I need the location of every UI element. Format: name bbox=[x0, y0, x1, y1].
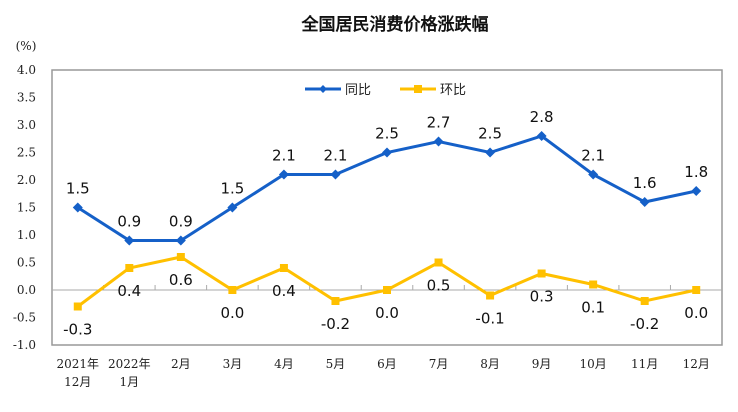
y-tick-label: -0.5 bbox=[13, 311, 36, 325]
data-label: -0.2 bbox=[630, 315, 659, 333]
y-tick-label: 2.5 bbox=[17, 146, 36, 160]
data-point-marker bbox=[124, 235, 135, 246]
legend-label: 环比 bbox=[440, 83, 466, 98]
plot-area bbox=[51, 69, 723, 346]
legend-label: 同比 bbox=[345, 83, 371, 98]
data-label: 0.0 bbox=[684, 304, 708, 322]
y-tick-label: 3.0 bbox=[17, 118, 36, 132]
data-point-marker bbox=[382, 147, 392, 158]
data-point-marker bbox=[331, 297, 340, 305]
data-point-marker bbox=[588, 169, 599, 180]
x-tick-label: 6月 bbox=[377, 357, 397, 371]
data-point-marker bbox=[279, 264, 288, 272]
data-point-marker bbox=[433, 136, 444, 147]
data-label: 1.8 bbox=[684, 163, 708, 181]
x-tick-label: 5月 bbox=[326, 357, 346, 371]
x-tick-label: 3月 bbox=[223, 357, 243, 371]
x-tick-label: 12月 bbox=[64, 375, 91, 389]
data-label: 1.6 bbox=[633, 174, 657, 192]
chart-title: 全国居民消费价格涨跌幅 bbox=[301, 14, 489, 35]
data-point-marker bbox=[485, 147, 496, 158]
data-point-marker bbox=[639, 197, 650, 207]
data-point-marker bbox=[434, 258, 443, 267]
x-tick-label: 8月 bbox=[480, 357, 500, 371]
data-label: 0.0 bbox=[375, 304, 399, 322]
x-tick-label: 2022年 bbox=[108, 357, 151, 371]
data-label: 0.9 bbox=[117, 213, 141, 231]
data-point-marker bbox=[72, 202, 83, 213]
data-point-marker bbox=[589, 280, 598, 289]
y-tick-label: 4.0 bbox=[17, 63, 36, 77]
data-point-marker bbox=[640, 297, 649, 305]
legend-marker bbox=[319, 85, 327, 93]
data-label: 1.5 bbox=[220, 180, 244, 198]
y-tick-label: 0.0 bbox=[17, 283, 36, 297]
data-label: 2.5 bbox=[375, 125, 399, 143]
x-tick-label: 1月 bbox=[119, 375, 139, 389]
y-tick-label: 1.5 bbox=[17, 201, 36, 215]
x-tick-label: 2月 bbox=[171, 357, 191, 371]
data-label: -0.2 bbox=[321, 315, 350, 333]
data-label: 0.9 bbox=[169, 213, 193, 231]
data-label: 0.4 bbox=[272, 282, 296, 300]
data-label: 2.5 bbox=[478, 125, 502, 143]
data-label: 2.8 bbox=[530, 108, 554, 126]
data-point-marker bbox=[536, 131, 547, 141]
data-label: 0.6 bbox=[169, 271, 193, 289]
data-label: -0.1 bbox=[475, 310, 504, 328]
y-tick-label: 0.5 bbox=[17, 256, 36, 270]
data-point-marker bbox=[486, 291, 495, 300]
y-tick-label: 1.0 bbox=[17, 228, 36, 242]
data-label: 0.0 bbox=[220, 304, 244, 322]
data-label: 0.1 bbox=[581, 299, 605, 317]
data-point-marker bbox=[227, 202, 238, 213]
data-point-marker bbox=[278, 169, 289, 180]
data-point-marker bbox=[691, 186, 702, 196]
data-label: 0.3 bbox=[530, 288, 554, 306]
x-tick-label: 9月 bbox=[532, 357, 552, 371]
x-tick-label: 7月 bbox=[429, 357, 449, 371]
data-point-marker bbox=[330, 169, 341, 180]
x-tick-label: 10月 bbox=[580, 357, 607, 371]
y-tick-label: 2.0 bbox=[17, 173, 36, 187]
y-axis-unit: (%) bbox=[16, 39, 37, 53]
x-tick-label: 12月 bbox=[683, 357, 710, 371]
data-label: 0.5 bbox=[427, 277, 451, 295]
data-point-marker bbox=[228, 286, 237, 294]
data-point-marker bbox=[125, 264, 134, 272]
data-label: 2.1 bbox=[581, 147, 605, 165]
data-point-marker bbox=[176, 253, 185, 261]
data-label: -0.3 bbox=[63, 321, 92, 339]
x-tick-label: 11月 bbox=[631, 357, 658, 371]
data-label: 2.7 bbox=[427, 114, 451, 132]
x-tick-label: 2021年 bbox=[56, 357, 99, 371]
data-label: 1.5 bbox=[66, 180, 90, 198]
legend-marker bbox=[414, 85, 422, 93]
y-tick-label: -1.0 bbox=[13, 338, 36, 352]
data-point-marker bbox=[692, 286, 701, 294]
data-point-marker bbox=[383, 286, 391, 294]
data-label: 2.1 bbox=[272, 147, 296, 165]
data-point-marker bbox=[73, 302, 82, 311]
data-point-marker bbox=[537, 269, 546, 278]
x-tick-label: 4月 bbox=[274, 357, 294, 371]
data-label: 2.1 bbox=[324, 147, 348, 165]
y-tick-label: 3.5 bbox=[17, 91, 36, 105]
data-label: 0.4 bbox=[117, 282, 141, 300]
data-point-marker bbox=[175, 235, 186, 246]
